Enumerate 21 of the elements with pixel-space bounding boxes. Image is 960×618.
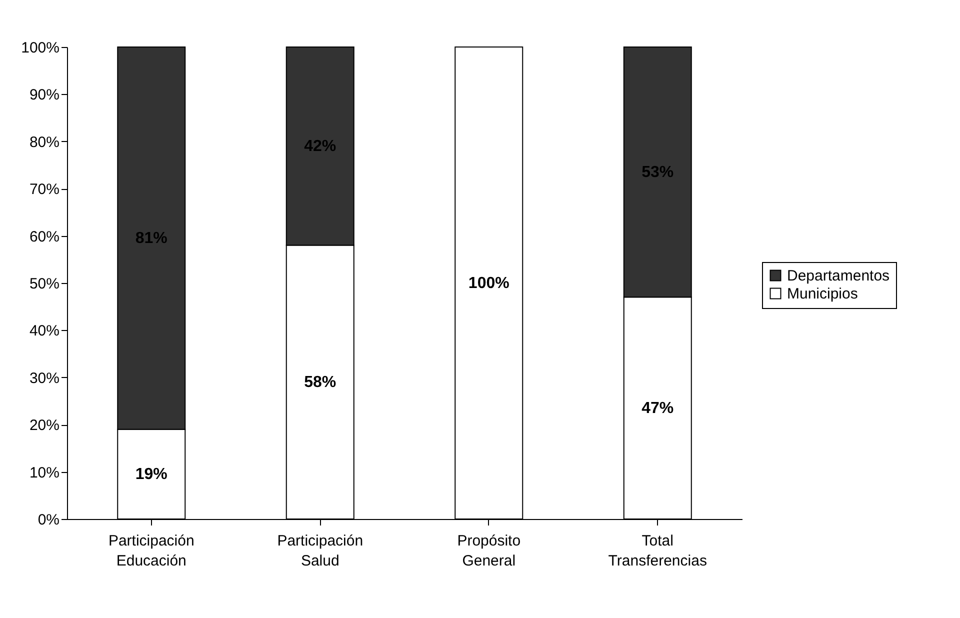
data-label: 19% bbox=[135, 466, 168, 484]
y-tick-label: 100% bbox=[21, 40, 60, 56]
data-label: 58% bbox=[304, 374, 336, 392]
y-tick-label: 60% bbox=[29, 228, 60, 246]
legend-label: Municipios bbox=[787, 286, 858, 302]
x-tick-label: Participación Salud bbox=[277, 532, 364, 570]
y-tick-label: 70% bbox=[29, 181, 60, 198]
y-tick-label: 50% bbox=[29, 276, 60, 292]
y-tick-label: 10% bbox=[29, 464, 60, 482]
y-tick-label: 30% bbox=[29, 370, 60, 387]
x-tick-label: Participación Educación bbox=[108, 532, 194, 570]
data-label: 100% bbox=[468, 275, 510, 292]
y-tick-label: 0% bbox=[38, 512, 60, 528]
y-tick-label: 40% bbox=[29, 322, 60, 340]
y-tick-label: 80% bbox=[29, 134, 60, 151]
x-tick-label: Total Transferencias bbox=[608, 532, 707, 570]
legend-label: Departamentos bbox=[787, 268, 890, 284]
y-tick-label: 20% bbox=[29, 417, 60, 434]
data-label: 47% bbox=[642, 400, 674, 418]
x-tick-label: Propósito General bbox=[457, 532, 521, 570]
y-tick-label: 90% bbox=[29, 86, 60, 104]
